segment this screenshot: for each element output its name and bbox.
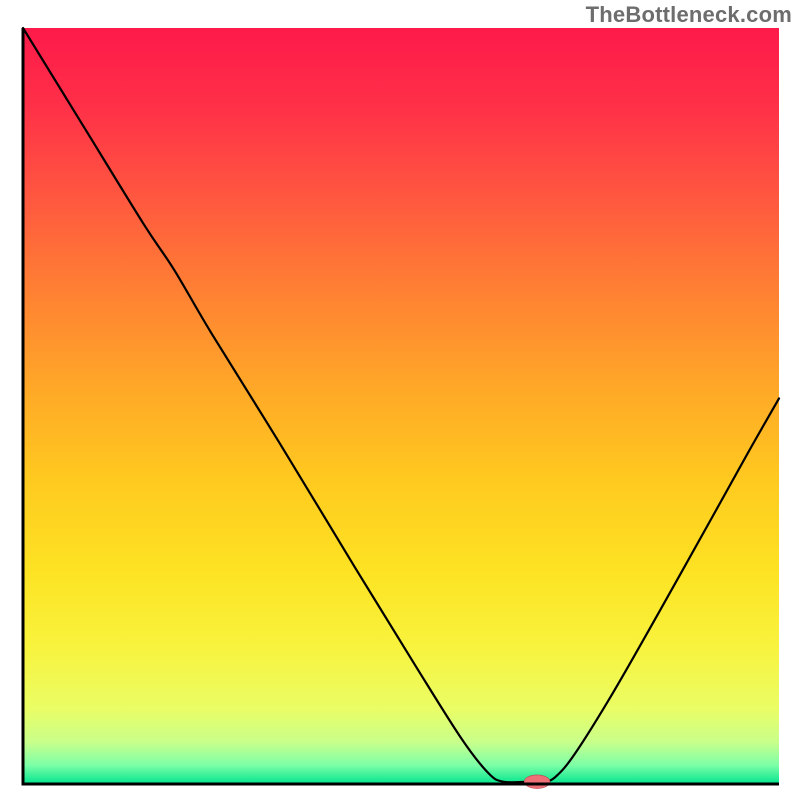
bottleneck-curve-chart <box>0 0 800 800</box>
optimal-point-marker <box>524 775 550 789</box>
chart-container: TheBottleneck.com <box>0 0 800 800</box>
watermark-text: TheBottleneck.com <box>586 2 792 28</box>
gradient-background <box>23 28 779 784</box>
